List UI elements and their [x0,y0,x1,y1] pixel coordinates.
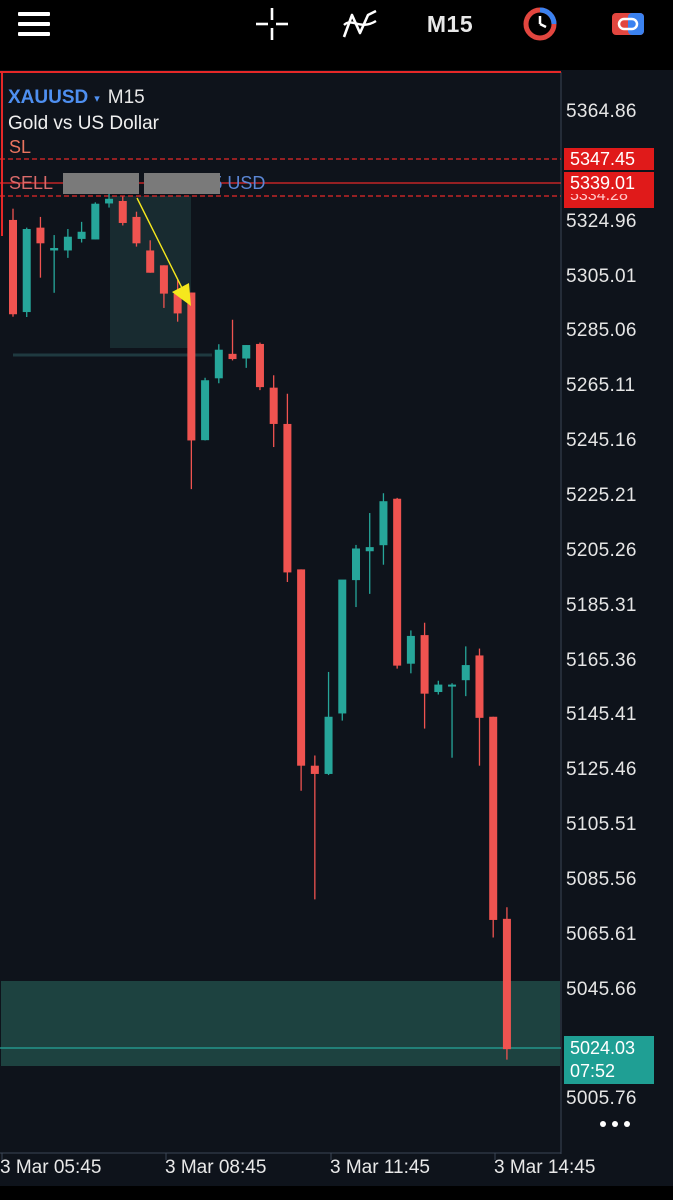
price-tick-label: 5085.56 [566,868,637,890]
bull-candle [201,380,210,441]
top-toolbar: M15 [0,0,673,70]
bear-candle [146,250,155,273]
price-tick-label: 5305.01 [566,265,637,287]
current-price: 5024.03 [570,1038,636,1058]
price-tick-label: 5165.36 [566,649,637,671]
bear-candle [297,569,306,766]
bull-candle [434,684,443,693]
bull-candle [91,203,100,240]
bull-candle [352,548,360,581]
trade-icon[interactable] [606,0,650,48]
bar-countdown: 07:52 [570,1061,616,1081]
price-tick-label: 5125.46 [566,759,637,781]
bear-candle [187,292,196,441]
price-tick-label: 5225.21 [566,484,637,506]
bull-candle [63,236,72,251]
symbol-header[interactable]: XAUUSD ▾ M15 [8,87,145,109]
sl-price-tag[interactable]: 5347.45 [564,148,654,170]
redacted-block [63,173,139,194]
price-tick-label: 5145.41 [566,704,637,726]
bear-candle [159,265,168,294]
timeframe-button[interactable]: M15 [426,10,474,37]
bear-candle [489,716,498,920]
price-tick-label: 5045.66 [566,978,637,1000]
price-axis[interactable] [561,70,673,1154]
time-axis[interactable] [0,1154,673,1186]
bear-candle [228,353,237,360]
bull-candle [22,229,31,313]
price-tick-label: 5245.16 [566,430,637,452]
hamburger-menu-icon[interactable] [14,0,54,48]
bear-candle [310,765,319,774]
bull-candle [379,501,388,546]
bear-candle [132,216,141,244]
sell-volume-usd: 5 USD [212,173,266,193]
chevron-down-icon[interactable]: ▾ [94,92,100,105]
redacted-block [144,173,220,194]
current-price-tag: 5024.03 07:52 [564,1036,654,1084]
bull-candle [338,579,347,714]
price-tick-label: 5005.76 [566,1088,637,1110]
time-tick-label: 3 Mar 05:45 [0,1157,102,1178]
price-tick-label: 5285.06 [566,320,637,342]
bull-candle [365,547,374,552]
indicator-icon[interactable] [338,0,382,48]
bear-candle [393,498,402,666]
bull-candle [105,198,114,204]
bull-candle [406,635,415,664]
price-tick-label: 5265.11 [566,375,636,397]
price-tick-label: 5105.51 [566,814,637,836]
price-tick-label: 5205.26 [566,539,637,561]
bear-candle [173,293,182,314]
symbol-name[interactable]: XAUUSD [8,87,89,108]
support-zone [1,981,560,1066]
bear-candle [502,918,511,1050]
bull-candle [77,231,86,239]
bear-candle [269,387,278,424]
entry-price-tag[interactable]: 5339.01 [564,172,654,194]
symbol-description: Gold vs US Dollar [8,113,159,134]
bull-candle [324,716,333,774]
arrow-shaft [136,197,185,293]
price-tick-label: 5364.86 [566,101,637,122]
arrow-head [172,283,191,306]
bear-candle [36,227,45,244]
crosshair-icon[interactable] [250,0,294,48]
more-options-icon[interactable] [600,1114,640,1134]
bear-candle [9,219,17,315]
time-tick-label: 3 Mar 08:45 [165,1157,267,1178]
bear-candle [475,655,484,718]
bull-candle [242,345,251,359]
clock-icon[interactable] [518,0,562,48]
price-tick-label: 5065.61 [566,923,637,945]
time-tick-label: 3 Mar 14:45 [494,1157,596,1178]
header-timeframe: M15 [107,87,145,108]
bull-candle [461,665,470,681]
time-tick-label: 3 Mar 11:45 [330,1157,430,1178]
sl-label: SL [9,137,32,157]
sell-prefix: SELL [9,173,53,193]
price-tick-label: 5185.31 [566,594,637,616]
bear-candle [283,423,292,573]
bear-candle [118,200,127,223]
bottom-strip [0,1186,673,1200]
bear-candle [255,343,264,388]
sell-order-label[interactable]: SELL 5 USD [9,173,265,194]
price-tick-label: 5324.96 [566,210,637,232]
bull-candle [448,684,457,687]
bear-candle [420,635,429,694]
bull-candle [50,247,59,251]
bull-candle [214,349,223,379]
